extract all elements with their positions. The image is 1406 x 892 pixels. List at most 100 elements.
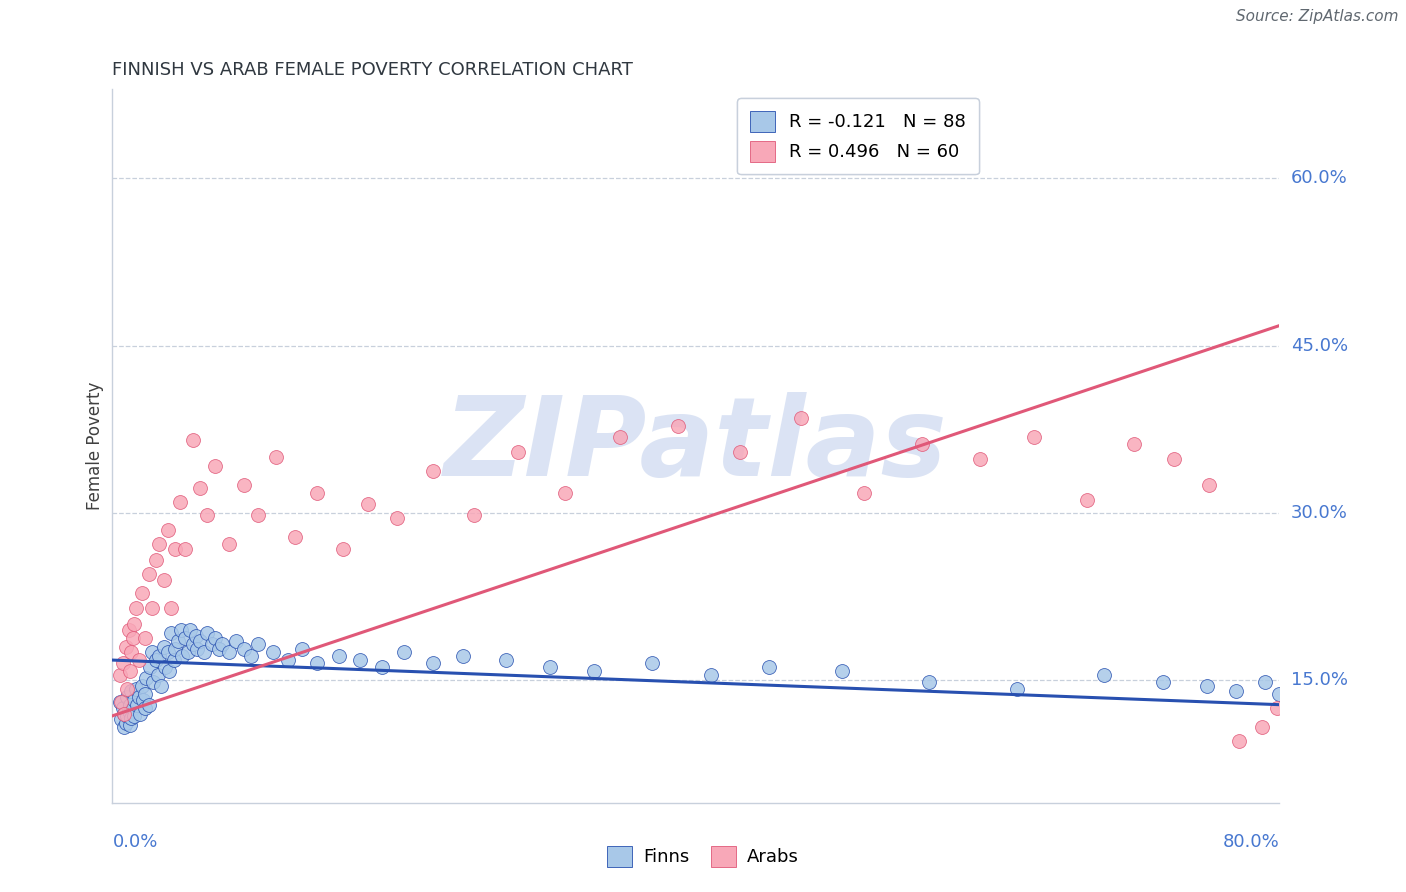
Point [174, 541, 197, 556]
Point [1275, 693, 1298, 707]
Point [790, 411, 813, 425]
Point [135, 671, 157, 685]
Point [156, 523, 179, 537]
Point [128, 690, 150, 704]
Point [110, 712, 132, 726]
Point [232, 642, 254, 657]
Point [148, 537, 170, 551]
Text: FINNISH VS ARAB FEMALE POVERTY CORRELATION CHART: FINNISH VS ARAB FEMALE POVERTY CORRELATI… [112, 62, 633, 79]
Point [138, 567, 160, 582]
Point [1265, 701, 1288, 715]
Text: Source: ZipAtlas.com: Source: ZipAtlas.com [1236, 9, 1399, 24]
Point [1225, 684, 1247, 698]
Point [463, 508, 485, 523]
Point [262, 645, 284, 659]
Point [831, 664, 853, 678]
Point [332, 541, 354, 556]
Point [165, 541, 187, 556]
Point [181, 637, 204, 651]
Point [188, 634, 211, 648]
Point [911, 436, 934, 450]
Point [1024, 430, 1046, 444]
Point [120, 711, 142, 725]
Point [167, 634, 190, 648]
Point [115, 690, 138, 704]
Point [156, 645, 179, 659]
Point [152, 640, 174, 654]
Point [149, 679, 172, 693]
Point [132, 693, 155, 707]
Point [204, 631, 226, 645]
Text: 30.0%: 30.0% [1291, 504, 1347, 522]
Point [165, 642, 187, 657]
Text: ZIPatlas: ZIPatlas [444, 392, 948, 500]
Point [125, 600, 148, 615]
Point [385, 511, 408, 525]
Point [218, 537, 240, 551]
Point [174, 631, 197, 645]
Point [582, 664, 605, 678]
Text: 0.0%: 0.0% [112, 833, 157, 851]
Point [170, 623, 193, 637]
Point [1076, 492, 1098, 507]
Point [1282, 485, 1305, 500]
Point [1227, 734, 1250, 748]
Point [120, 684, 142, 698]
Point [201, 637, 224, 651]
Point [129, 706, 152, 721]
Point [328, 648, 350, 663]
Point [247, 637, 270, 651]
Point [181, 434, 204, 448]
Point [195, 508, 218, 523]
Legend: R = -0.121   N = 88, R = 0.496   N = 60: R = -0.121 N = 88, R = 0.496 N = 60 [737, 98, 979, 174]
Point [218, 645, 240, 659]
Point [148, 648, 170, 663]
Point [1268, 687, 1291, 701]
Point [1195, 679, 1218, 693]
Point [1163, 452, 1185, 467]
Text: 60.0%: 60.0% [1291, 169, 1347, 187]
Point [108, 667, 131, 681]
Point [728, 444, 751, 458]
Point [186, 642, 208, 657]
Point [110, 696, 132, 710]
Point [1152, 675, 1174, 690]
Point [668, 418, 690, 433]
Point [112, 720, 135, 734]
Point [276, 653, 298, 667]
Point [145, 653, 167, 667]
Point [146, 667, 169, 681]
Point [134, 701, 156, 715]
Text: 45.0%: 45.0% [1291, 336, 1348, 355]
Point [169, 494, 191, 508]
Point [124, 708, 146, 723]
Point [114, 640, 136, 654]
Point [117, 705, 139, 719]
Point [969, 452, 991, 467]
Point [112, 706, 135, 721]
Point [160, 626, 183, 640]
Point [139, 660, 162, 674]
Point [195, 626, 218, 640]
Point [177, 645, 200, 659]
Point [128, 653, 150, 667]
Point [184, 628, 207, 642]
Point [141, 600, 163, 615]
Point [157, 664, 180, 678]
Legend: Finns, Arabs: Finns, Arabs [600, 838, 806, 874]
Point [118, 717, 141, 731]
Point [118, 698, 141, 712]
Point [538, 660, 561, 674]
Point [108, 696, 131, 710]
Point [115, 681, 138, 696]
Text: 15.0%: 15.0% [1291, 671, 1347, 690]
Point [1254, 675, 1277, 690]
Point [122, 701, 145, 715]
Point [118, 664, 141, 678]
Point [305, 657, 328, 671]
Point [114, 715, 136, 730]
Point [111, 657, 134, 671]
Point [188, 481, 211, 495]
Point [495, 653, 517, 667]
Point [204, 458, 226, 473]
